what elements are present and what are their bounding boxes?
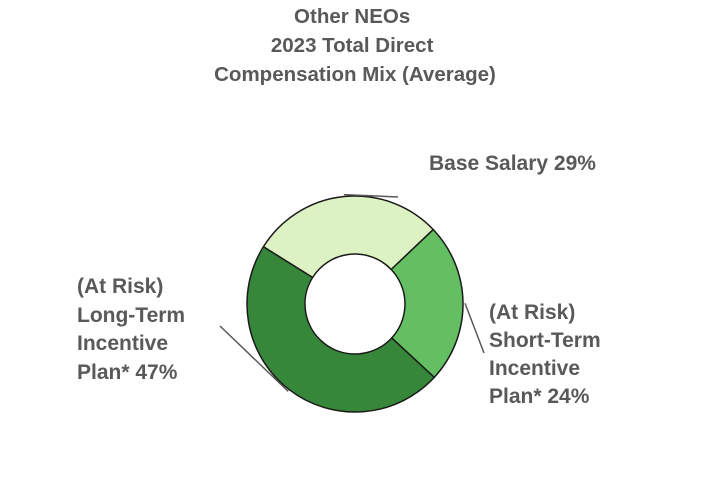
chart-title-line-2: 2023 Total Direct [271, 34, 434, 57]
slice-label-base-salary-line-1: Base Salary 29% [429, 152, 596, 175]
slice-at-risk-long-term-incentive-plan [246, 245, 436, 413]
chart-title-line-3: Compensation Mix (Average) [214, 63, 496, 86]
leader-line-at-risk-short-term-incentive-plan [464, 302, 485, 354]
slice-base-salary [262, 195, 435, 279]
leader-lines [219, 193, 485, 392]
chart-title: Other NEOs 2023 Total Direct Compensatio… [214, 5, 496, 86]
slice-label-long-term: (At Risk) Long-Term Incentive Plan* 47% [77, 275, 191, 384]
slice-label-short-term-line-1: (At Risk) [489, 301, 575, 324]
leader-line-at-risk-long-term-incentive-plan [219, 325, 289, 392]
slice-label-short-term-line-4: Plan* 24% [489, 385, 590, 408]
chart-title-line-1: Other NEOs [294, 5, 410, 28]
slice-label-long-term-line-3: Incentive [77, 332, 168, 355]
slice-label-long-term-line-2: Long-Term [77, 304, 185, 327]
slice-label-long-term-line-4: Plan* 47% [77, 361, 178, 384]
slice-label-long-term-line-1: (At Risk) [77, 275, 163, 298]
leader-line-base-salary [343, 193, 399, 198]
donut-slices [246, 195, 464, 413]
slice-at-risk-short-term-incentive-plan [390, 228, 464, 379]
slice-label-base-salary: Base Salary 29% [429, 152, 596, 175]
slice-label-short-term-line-3: Incentive [489, 357, 580, 380]
slice-label-short-term-line-2: Short-Term [489, 329, 601, 352]
slice-label-short-term: (At Risk) Short-Term Incentive Plan* 24% [489, 301, 606, 408]
